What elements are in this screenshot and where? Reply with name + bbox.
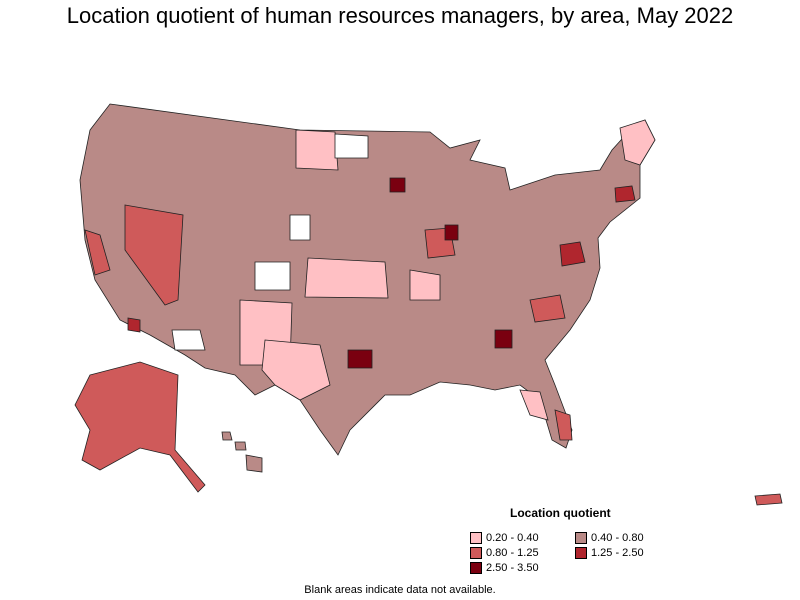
legend-label-3: 1.25 - 2.50 [591, 547, 644, 559]
legend-label-2: 0.80 - 1.25 [486, 547, 539, 559]
region-hawaii-3 [245, 454, 263, 473]
legend-swatch-4 [470, 562, 482, 574]
region-hawaii-1 [221, 431, 233, 441]
region-california-coast [84, 229, 111, 276]
region-alaska [74, 361, 206, 493]
legend-item-4: 2.50 - 3.50 [470, 562, 539, 574]
region-west-texas [261, 339, 331, 401]
region-florida-coast [554, 409, 573, 441]
region-maine [619, 119, 656, 166]
legend-swatch-1 [575, 532, 587, 544]
region-east-pink [409, 269, 441, 301]
legend-swatch-3 [575, 547, 587, 559]
region-no-data-arizona [171, 329, 206, 351]
legend-label-0: 0.20 - 0.40 [486, 532, 539, 544]
region-southeast-metro [529, 294, 566, 323]
region-no-data-wyoming [289, 214, 311, 241]
legend-title: Location quotient [510, 506, 611, 520]
region-kansas [304, 257, 389, 299]
region-minneapolis [389, 177, 406, 193]
region-no-data-mn [334, 133, 369, 159]
region-hawaii-2 [234, 441, 247, 451]
legend-item-1: 0.40 - 0.80 [575, 532, 644, 544]
legend-item-0: 0.20 - 0.40 [470, 532, 539, 544]
legend-item-3: 1.25 - 2.50 [575, 547, 644, 559]
region-north-dakota [295, 129, 339, 171]
region-no-data-colorado [254, 261, 291, 291]
legend-swatch-2 [470, 547, 482, 559]
region-dallas [347, 349, 373, 369]
legend-label-1: 0.40 - 0.80 [591, 532, 644, 544]
region-puerto-rico [754, 493, 783, 506]
region-south-pink [519, 389, 549, 421]
legend-item-2: 0.80 - 1.25 [470, 547, 539, 559]
map-title: Location quotient of human resources man… [66, 3, 734, 28]
region-washington-dc [559, 241, 586, 267]
region-atlanta [494, 329, 513, 349]
region-chicago [444, 224, 459, 241]
region-nevada [124, 204, 184, 306]
region-socal [127, 317, 141, 333]
legend-swatch-0 [470, 532, 482, 544]
legend-label-4: 2.50 - 3.50 [486, 562, 539, 574]
footnote: Blank areas indicate data not available. [304, 584, 496, 596]
region-massachusetts [614, 185, 636, 203]
